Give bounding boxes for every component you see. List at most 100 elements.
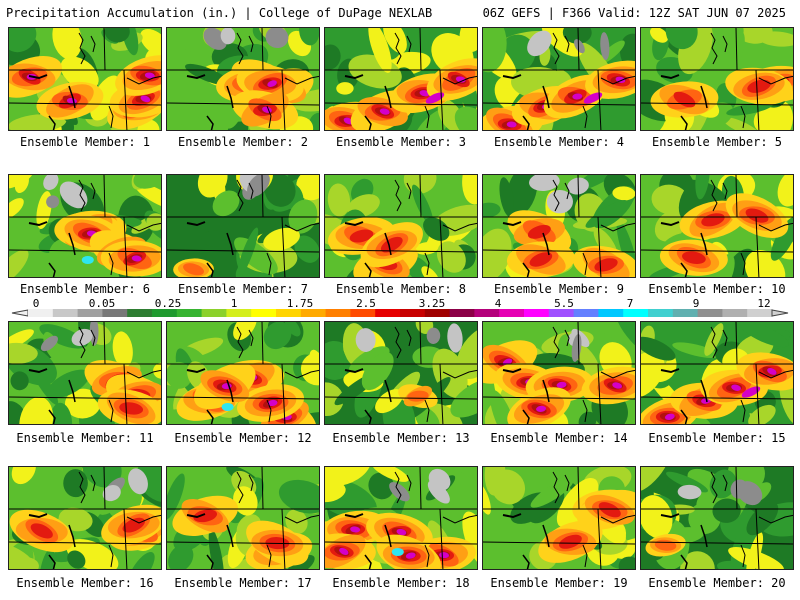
ensemble-member-map — [324, 321, 478, 425]
precipitation-field — [483, 467, 635, 569]
ensemble-member-map — [640, 174, 794, 278]
precipitation-field — [9, 322, 161, 424]
precipitation-field — [641, 467, 793, 569]
scale-color-swatch — [573, 309, 599, 317]
ensemble-member-label: Ensemble Member: 8 — [335, 282, 467, 296]
ensemble-member-map — [640, 27, 794, 131]
precipitation-field — [9, 175, 161, 277]
precipitation-field — [9, 28, 161, 130]
scale-color-swatch — [747, 309, 773, 317]
scale-tick-label: 0.25 — [154, 297, 182, 310]
precipitation-field — [325, 175, 477, 277]
scale-tick-label: 0.05 — [88, 297, 116, 310]
scale-color-swatch — [648, 309, 674, 317]
ensemble-member-label: Ensemble Member: 19 — [490, 576, 628, 590]
scale-color-swatch — [77, 309, 103, 317]
ensemble-member-label: Ensemble Member: 4 — [493, 135, 625, 149]
model-run-info: 06Z GEFS | F366 Valid: 12Z SAT JUN 07 20… — [482, 6, 786, 20]
precipitation-field — [483, 175, 635, 277]
precipitation-field — [483, 322, 635, 424]
scale-color-swatch — [176, 309, 203, 317]
scale-min-arrow — [11, 309, 29, 317]
ensemble-member-label: Ensemble Member: 5 — [651, 135, 783, 149]
precipitation-field — [9, 467, 161, 569]
precipitation-field — [483, 28, 635, 130]
scale-color-swatch — [623, 309, 649, 317]
scale-color-swatch — [375, 309, 401, 317]
scale-tick-label: 7 — [626, 297, 634, 310]
scale-color-swatch — [449, 309, 475, 317]
ensemble-member-label: Ensemble Member: 1 — [19, 135, 151, 149]
scale-tick-label: 12 — [757, 297, 771, 310]
ensemble-member-map — [482, 466, 636, 570]
scale-color-swatch — [524, 309, 550, 317]
ensemble-member-map — [640, 466, 794, 570]
map-title: Precipitation Accumulation (in.) | Colle… — [6, 6, 433, 20]
scale-color-swatch — [548, 309, 575, 317]
precipitation-field — [325, 28, 477, 130]
precipitation-field — [167, 28, 319, 130]
scale-color-swatch — [276, 309, 302, 317]
scale-max-arrow — [771, 309, 789, 317]
scale-color-swatch — [325, 309, 351, 317]
ensemble-member-label: Ensemble Member: 14 — [490, 431, 628, 445]
scale-color-swatch — [52, 309, 79, 317]
scale-color-swatch — [474, 309, 500, 317]
precipitation-field — [325, 322, 477, 424]
scale-color-swatch — [400, 309, 426, 317]
ensemble-member-map — [166, 27, 320, 131]
ensemble-member-map — [8, 466, 162, 570]
ensemble-member-map — [482, 321, 636, 425]
ensemble-member-label: Ensemble Member: 20 — [648, 576, 786, 590]
precipitation-field — [167, 322, 319, 424]
ensemble-member-map — [8, 321, 162, 425]
ensemble-member-map — [640, 321, 794, 425]
scale-color-swatch — [697, 309, 723, 317]
ensemble-member-map — [166, 174, 320, 278]
scale-color-swatch — [226, 309, 252, 317]
scale-tick-label: 2.5 — [356, 297, 376, 310]
scale-color-swatch — [499, 309, 525, 317]
precipitation-field — [641, 175, 793, 277]
ensemble-member-label: Ensemble Member: 9 — [493, 282, 625, 296]
precipitation-field — [167, 175, 319, 277]
ensemble-member-label: Ensemble Member: 10 — [648, 282, 786, 296]
scale-tick-label: 9 — [692, 297, 700, 310]
ensemble-member-map — [166, 466, 320, 570]
scale-tick-label: 5.5 — [554, 297, 574, 310]
ensemble-member-label: Ensemble Member: 17 — [174, 576, 312, 590]
ensemble-member-map — [8, 174, 162, 278]
ensemble-member-map — [324, 174, 478, 278]
scale-color-swatch — [300, 309, 327, 317]
scale-tick-label: 1 — [230, 297, 238, 310]
ensemble-member-map — [482, 27, 636, 131]
ensemble-member-label: Ensemble Member: 12 — [174, 431, 312, 445]
ensemble-member-label: Ensemble Member: 3 — [335, 135, 467, 149]
scale-tick-label: 4 — [494, 297, 502, 310]
ensemble-member-label: Ensemble Member: 7 — [177, 282, 309, 296]
precipitation-field — [641, 28, 793, 130]
ensemble-member-label: Ensemble Member: 16 — [16, 576, 154, 590]
ensemble-member-label: Ensemble Member: 18 — [332, 576, 470, 590]
ensemble-member-label: Ensemble Member: 2 — [177, 135, 309, 149]
scale-color-swatch — [598, 309, 624, 317]
scale-color-swatch — [424, 309, 451, 317]
scale-tick-label: 3.25 — [418, 297, 446, 310]
ensemble-member-map — [482, 174, 636, 278]
ensemble-member-map — [324, 466, 478, 570]
scale-color-swatch — [152, 309, 178, 317]
scale-color-swatch — [28, 309, 54, 317]
ensemble-member-map — [166, 321, 320, 425]
precipitation-field — [641, 322, 793, 424]
ensemble-member-label: Ensemble Member: 15 — [648, 431, 786, 445]
scale-color-swatch — [722, 309, 748, 317]
precipitation-field — [167, 467, 319, 569]
scale-tick-label: 0 — [32, 297, 40, 310]
ensemble-member-label: Ensemble Member: 6 — [19, 282, 151, 296]
scale-color-swatch — [672, 309, 699, 317]
scale-color-swatch — [201, 309, 227, 317]
scale-color-swatch — [350, 309, 376, 317]
precipitation-color-scale — [11, 309, 789, 317]
scale-color-swatch — [102, 309, 128, 317]
scale-color-swatch — [127, 309, 153, 317]
